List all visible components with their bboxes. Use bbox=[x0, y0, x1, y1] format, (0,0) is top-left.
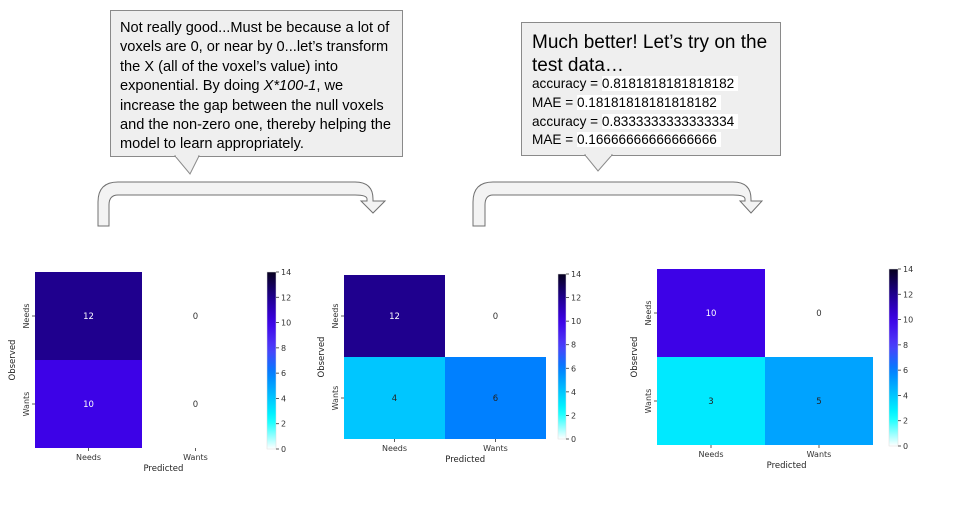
x-axis-label: Predicted bbox=[445, 455, 485, 465]
heatmap-cell bbox=[35, 272, 142, 360]
heatmap-cell-value: 10 bbox=[706, 309, 717, 319]
callout-heading-2: Much better! Let’s try on the test data… bbox=[532, 32, 768, 76]
heatmap-cell-value: 12 bbox=[389, 312, 400, 322]
note1-formula: X*100-1 bbox=[263, 78, 317, 95]
heatmap-cell-value: 10 bbox=[83, 400, 94, 410]
y-tick-label: Wants bbox=[331, 386, 340, 411]
metric-value: 0.16666666666666666 bbox=[576, 132, 721, 147]
colorbar-tick-label: 8 bbox=[281, 344, 286, 353]
x-axis-label: Predicted bbox=[767, 461, 807, 471]
heatmap-cell-value: 0 bbox=[816, 309, 821, 319]
x-tick-label: Wants bbox=[483, 444, 508, 453]
colorbar-tick-label: 6 bbox=[571, 364, 576, 373]
metric-value: 0.8333333333333334 bbox=[601, 114, 739, 129]
heatmap-cell bbox=[35, 360, 142, 448]
metric-line: MAE = 0.16666666666666666 bbox=[532, 131, 721, 148]
metric-line: accuracy = 0.8181818181818182 bbox=[532, 75, 739, 92]
y-tick-label: Wants bbox=[22, 392, 31, 417]
y-tick-label: Needs bbox=[22, 303, 31, 328]
heatmap-cell-value: 5 bbox=[816, 397, 821, 407]
colorbar bbox=[557, 273, 567, 440]
colorbar-tick-label: 2 bbox=[571, 411, 576, 420]
y-axis-label: Observed bbox=[8, 340, 18, 381]
colorbar-tick-label: 8 bbox=[571, 341, 576, 350]
colorbar-tick-label: 8 bbox=[903, 341, 908, 350]
metric-label: MAE = bbox=[532, 132, 577, 147]
metric-label: MAE = bbox=[532, 95, 577, 110]
x-tick-label: Needs bbox=[76, 453, 101, 462]
colorbar-tick-label: 12 bbox=[571, 294, 581, 303]
colorbar-tick-label: 12 bbox=[281, 293, 291, 302]
metric-value: 0.8181818181818182 bbox=[601, 76, 739, 91]
heatmap-cell bbox=[445, 357, 546, 439]
colorbar-tick-label: 2 bbox=[281, 420, 286, 429]
colorbar-tick-label: 6 bbox=[903, 366, 908, 375]
heatmap-cell-value: 0 bbox=[193, 400, 198, 410]
heatmap-cell-value: 0 bbox=[493, 312, 498, 322]
x-tick-label: Wants bbox=[807, 450, 832, 459]
colorbar-tick-label: 10 bbox=[281, 319, 291, 328]
heatmap-cell bbox=[657, 269, 765, 357]
x-tick-label: Needs bbox=[382, 444, 407, 453]
metric-label: accuracy = bbox=[532, 76, 602, 91]
note1-text-after: , we increase the gap between the null v… bbox=[120, 78, 391, 153]
curved-arrow-1 bbox=[97, 181, 387, 227]
callout-text-1: Not really good...Must be because a lot … bbox=[120, 19, 402, 155]
y-tick-label: Needs bbox=[331, 303, 340, 328]
colorbar-tick-label: 0 bbox=[281, 445, 286, 454]
heatmap-cell bbox=[344, 275, 445, 357]
x-tick-label: Needs bbox=[698, 450, 723, 459]
colorbar-tick-label: 4 bbox=[903, 391, 908, 400]
colorbar-tick-label: 0 bbox=[571, 435, 576, 444]
note1-text-before: Not really good...Must be because a lot … bbox=[120, 20, 390, 95]
y-axis-label: Observed bbox=[317, 337, 327, 378]
colorbar-tick-label: 12 bbox=[903, 290, 913, 299]
heatmap-cell-value: 4 bbox=[392, 394, 397, 404]
colorbar-tick-label: 6 bbox=[281, 369, 286, 378]
heatmap-cell bbox=[765, 357, 873, 445]
callout-box-1 bbox=[110, 10, 403, 157]
colorbar-tick-label: 10 bbox=[903, 316, 913, 325]
heatmap-cell-value: 3 bbox=[708, 397, 713, 407]
y-tick-label: Wants bbox=[644, 389, 653, 414]
x-tick-label: Wants bbox=[183, 453, 208, 462]
metric-label: accuracy = bbox=[532, 114, 602, 129]
heatmap-cell bbox=[344, 357, 445, 439]
y-axis-label: Observed bbox=[630, 337, 640, 378]
colorbar-tick-label: 4 bbox=[571, 388, 576, 397]
colorbar-tick-label: 14 bbox=[571, 270, 581, 279]
x-axis-label: Predicted bbox=[143, 464, 183, 474]
colorbar-tick-label: 10 bbox=[571, 317, 581, 326]
colorbar-tick-label: 4 bbox=[281, 394, 286, 403]
y-tick-label: Needs bbox=[644, 300, 653, 325]
colorbar-tick-label: 0 bbox=[903, 442, 908, 451]
heatmap-cell-value: 0 bbox=[193, 312, 198, 322]
colorbar-tick-label: 14 bbox=[281, 268, 291, 277]
metric-line: MAE = 0.18181818181818182 bbox=[532, 94, 721, 111]
colorbar-tick-label: 14 bbox=[903, 265, 913, 274]
heatmap-cell-value: 12 bbox=[83, 312, 94, 322]
heatmap-cell bbox=[657, 357, 765, 445]
colorbar-tick-label: 2 bbox=[903, 417, 908, 426]
colorbar bbox=[266, 271, 277, 450]
metric-line: accuracy = 0.8333333333333334 bbox=[532, 113, 739, 130]
metric-value: 0.18181818181818182 bbox=[576, 95, 721, 110]
curved-arrow-2 bbox=[472, 181, 764, 227]
heatmap-cell-value: 6 bbox=[493, 394, 498, 404]
colorbar bbox=[888, 268, 899, 447]
